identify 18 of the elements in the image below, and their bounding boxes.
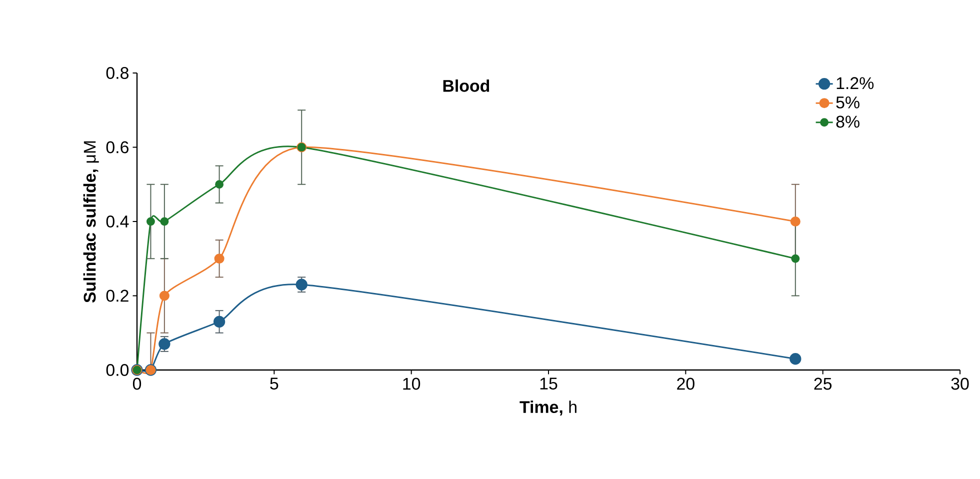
y-tick-label: 0.0 <box>106 364 129 376</box>
y-tick-label: 0.8 <box>106 67 128 80</box>
legend-label: 8% <box>836 116 860 128</box>
x-tick-label: 5 <box>270 378 278 390</box>
y-tick-label: 0.6 <box>106 141 128 154</box>
x-axis-title: Time, h <box>520 400 576 416</box>
legend-label: 5% <box>836 96 860 108</box>
legend-label: 1.2% <box>836 77 874 90</box>
x-tick-label: 0 <box>132 378 142 390</box>
x-tick-label: 30 <box>951 378 969 390</box>
y-axis-title: Sulindac sulfide, μM <box>83 141 99 303</box>
y-tick-label: 0.4 <box>106 216 129 228</box>
y-tick-label: 0.2 <box>106 290 128 302</box>
x-tick-label: 20 <box>677 378 694 390</box>
x-tick-label: 10 <box>403 378 420 390</box>
chart-title: Blood <box>443 79 490 92</box>
x-tick-label: 25 <box>814 378 832 390</box>
x-tick-label: 15 <box>540 378 558 390</box>
